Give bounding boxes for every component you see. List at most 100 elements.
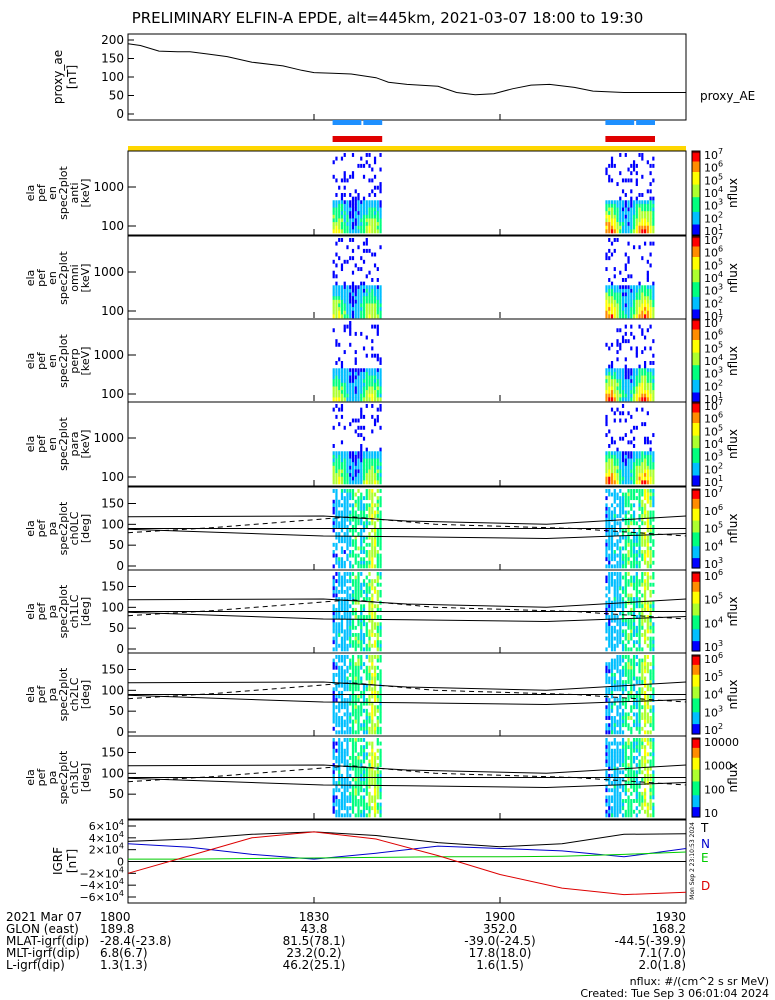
spectrogram-cell [605,629,608,634]
energy-ylabel: pef [35,183,48,202]
spectrogram-cell [627,579,630,584]
spectrogram-cell [643,379,647,384]
spectrogram-cell [349,451,352,456]
spectrogram-cell [376,203,379,208]
spectrogram-cell [365,784,368,789]
spectrogram-cell [376,418,379,423]
spectrogram-cell [646,469,649,474]
spectrogram-cell [635,806,638,811]
spectrogram-cell [346,489,349,493]
spectrogram-cell [332,425,335,430]
colorbar-cell [692,473,700,477]
spectrogram-cell [373,292,377,297]
energy-ylabel: ela [24,353,37,370]
spectrogram-cell [332,658,335,663]
spectrogram-cell [346,314,349,319]
spectrogram-cell [354,683,357,688]
spectrogram-cell [646,618,649,623]
spectrogram-cell [638,809,641,814]
spectrogram-cell [610,719,614,724]
spectrogram-cell [371,723,374,728]
spectrogram-cell [616,723,619,728]
spectrogram-cell [376,382,379,387]
spectrogram-cell [335,719,338,724]
spectrogram-cell [608,766,611,771]
spectrogram-cell [613,510,616,515]
spectrogram-cell [346,528,349,533]
spectrogram-cell [646,572,649,576]
spectrogram-cell [379,288,382,293]
spectrogram-cell [608,723,611,728]
spectrogram-cell [371,489,374,493]
spectrogram-cell [641,759,644,764]
colorbar-cell [692,275,700,279]
spectrogram-cell [360,813,363,818]
spectrogram-cell [365,476,368,481]
spectrogram-cell [343,510,346,515]
spectrogram-cell [371,708,374,713]
spectrogram-cell [343,799,346,803]
spectrogram-cell [338,211,341,216]
spectrogram-cell [621,788,625,793]
spectrogram-cell [646,636,649,641]
colorbar-cell [692,573,700,577]
spectrogram-cell [646,476,649,481]
spectrogram-cell [632,553,636,558]
spectrogram-cell [641,350,644,355]
spectrogram-cell [335,379,338,384]
spectrogram-cell [373,625,377,630]
spectrogram-cell [354,791,357,796]
spectrogram-cell [340,557,344,562]
spectrogram-cell [619,755,622,760]
spectrogram-cell [362,465,366,470]
spectrogram-cell [608,589,611,594]
spectrogram-cell [649,307,652,312]
spectrogram-cell [376,310,379,315]
spectrogram-cell [335,705,338,710]
spectrogram-cell [613,163,616,168]
spectrogram-cell [343,211,346,216]
spectrogram-cell [346,701,349,706]
spectrogram-cell [343,469,346,474]
spectrogram-cell [332,480,335,485]
spectrogram-cell [379,285,382,290]
spectrogram-cell [376,499,379,504]
footer-row-label: MLAT-igrf(dip) [6,934,89,948]
spectrogram-cell [343,521,346,526]
spectrogram-cell [652,550,655,554]
spectrogram-cell [649,802,652,807]
spectrogram-cell [649,604,652,609]
spectrogram-cell [621,222,625,227]
colorbar-cell [692,325,700,328]
spectrogram-cell [360,379,363,384]
spectrogram-cell [605,462,608,467]
spectrogram-cell [630,633,633,637]
spectrogram-cell [371,564,374,569]
spectrogram-cell [351,672,355,677]
spectrogram-cell [649,766,652,771]
spectrogram-cell [646,712,649,717]
spectrogram-cell [354,331,357,336]
spectrogram-cell [365,303,368,308]
spectrogram-cell [357,784,360,789]
spectrogram-cell [624,784,627,789]
spectrogram-cell [638,225,641,230]
spectrogram-cell [646,462,649,467]
spectrogram-cell [346,245,349,250]
spectrogram-cell [332,705,335,710]
spectrogram-cell [351,288,355,293]
colorbar-cell [692,418,700,422]
spectrogram-cell [354,393,357,398]
spectrogram-cell [379,535,382,540]
spectrogram-cell [638,203,641,208]
spectrogram-cell [605,342,608,347]
spectrogram-cell [635,553,638,558]
colorbar-cell [692,510,700,514]
spectrogram-cell [605,469,608,474]
colorbar-cell [692,656,700,660]
spectrogram-cell [373,532,377,536]
spectrogram-cell [630,214,633,219]
spectrogram-cell [368,200,371,205]
spectrogram-cell [351,640,355,645]
spectrogram-cell [643,314,647,319]
